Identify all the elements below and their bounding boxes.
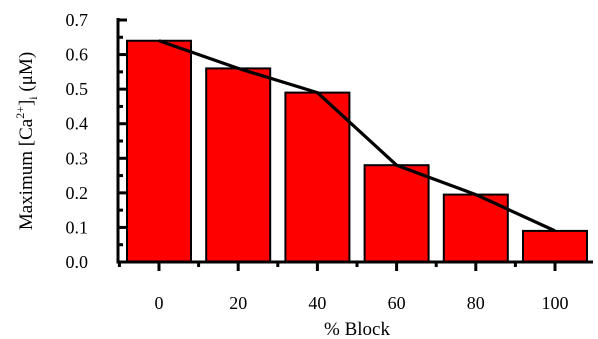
x-tick-label: 0 (155, 293, 164, 313)
y-tick-label: 0.1 (66, 217, 89, 237)
bar-100 (522, 229, 588, 263)
bar-40 (284, 91, 351, 263)
x-tick-label: 60 (388, 293, 406, 313)
labels-group: 0.0 0.1 0.2 0.3 0.4 0.5 0.6 0.7 0 20 40 60 80 100 (66, 10, 569, 313)
y-tick-label: 0.7 (66, 10, 89, 30)
y-tick-label: 0.0 (66, 252, 89, 272)
x-tick-label: 100 (542, 293, 569, 313)
bar-20 (205, 67, 272, 264)
y-tick-label: 0.4 (66, 114, 89, 134)
y-tick-label: 0.2 (66, 183, 89, 203)
x-tick-label: 80 (467, 293, 485, 313)
y-tick-label: 0.5 (66, 79, 89, 99)
y-tick-label: 0.3 (66, 148, 89, 168)
y-axis-title: Maximum [Ca2+]i (μM) (13, 52, 40, 230)
bar-0 (126, 39, 192, 263)
x-tick-label: 20 (229, 293, 247, 313)
y-tick-label: 0.6 (66, 45, 89, 65)
axes-group (116, 18, 593, 271)
x-axis-title: % Block (324, 319, 390, 339)
trend-line (158, 39, 556, 233)
bar-60 (363, 164, 430, 263)
x-tick-label: 40 (308, 293, 326, 313)
bars-group (126, 39, 588, 264)
